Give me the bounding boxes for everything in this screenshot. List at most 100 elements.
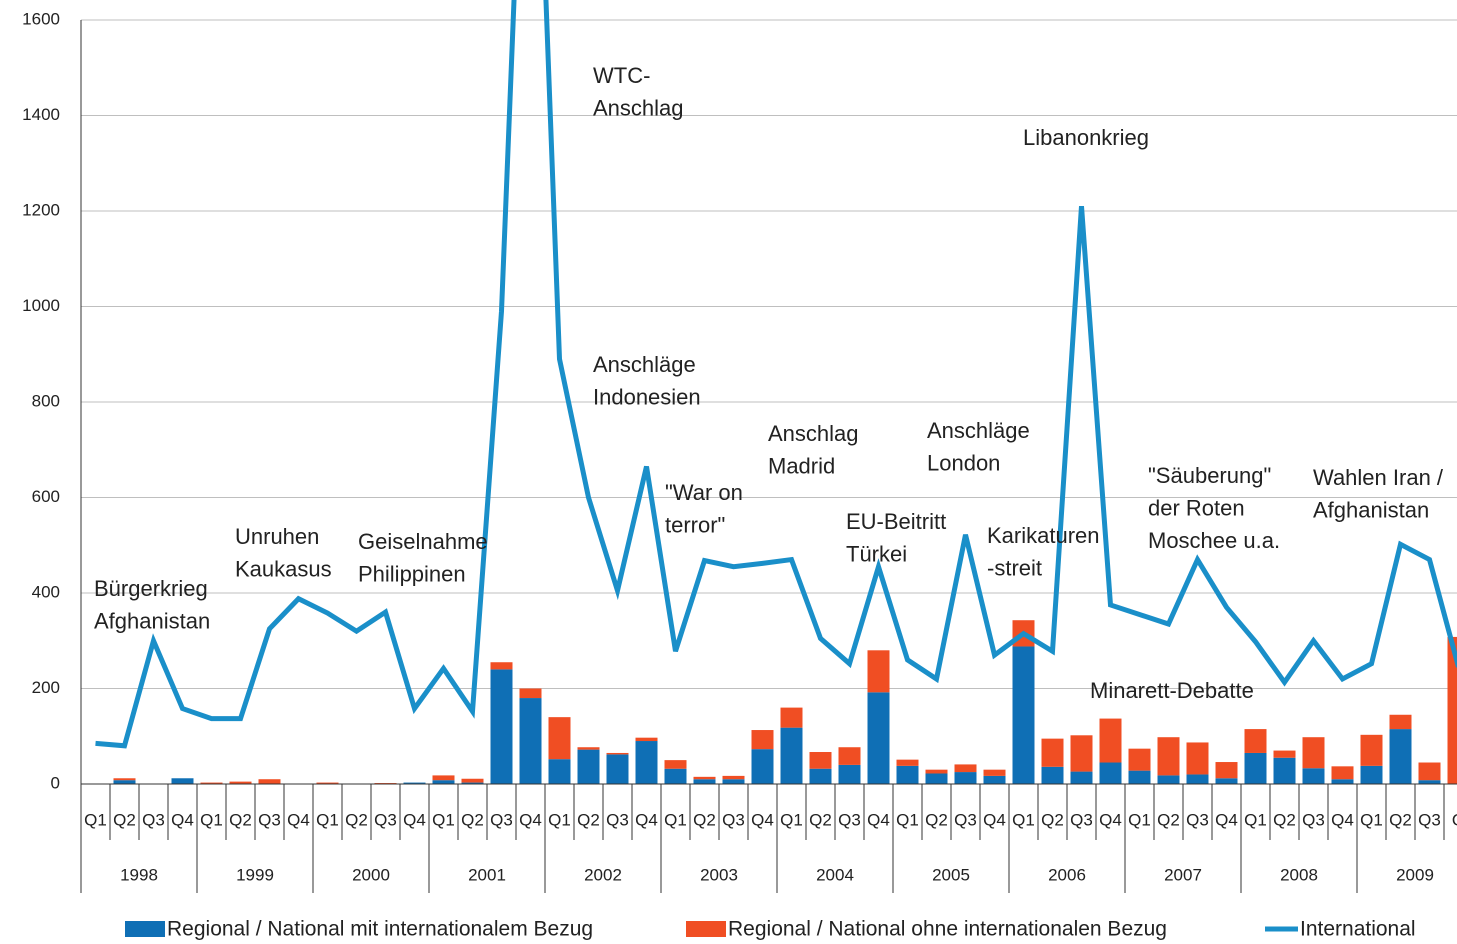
bar bbox=[635, 741, 658, 784]
annotation: Geiselnahme bbox=[358, 529, 488, 554]
bar bbox=[1099, 762, 1122, 784]
annotation: Afghanistan bbox=[94, 608, 210, 633]
annotation: Moschee u.a. bbox=[1148, 528, 1280, 553]
x-tick-label: Q1 bbox=[432, 810, 455, 829]
bar bbox=[1244, 729, 1267, 753]
bar bbox=[722, 779, 745, 784]
x-tick-label: Q3 bbox=[1070, 810, 1093, 829]
bar bbox=[1331, 766, 1354, 780]
bar bbox=[867, 650, 890, 693]
bar bbox=[1070, 735, 1093, 772]
annotation: Minarett-Debatte bbox=[1090, 678, 1254, 703]
year-label: 1998 bbox=[120, 865, 158, 884]
year-label: 2004 bbox=[816, 865, 854, 884]
x-tick-label: Q1 bbox=[200, 810, 223, 829]
bar bbox=[954, 772, 977, 784]
bar bbox=[664, 760, 687, 769]
bar bbox=[258, 779, 281, 784]
bar bbox=[1186, 774, 1209, 784]
x-tick-label: Q3 bbox=[1302, 810, 1325, 829]
y-tick-label: 1000 bbox=[22, 296, 60, 315]
x-tick-label: Q3 bbox=[1186, 810, 1209, 829]
bar bbox=[838, 764, 861, 784]
bar bbox=[693, 779, 716, 784]
x-tick-label: Q1 bbox=[1244, 810, 1267, 829]
bar bbox=[1389, 714, 1412, 730]
bar bbox=[171, 778, 194, 784]
annotation: Wahlen Iran / bbox=[1313, 465, 1444, 490]
year-label: 2001 bbox=[468, 865, 506, 884]
y-tick-label: 400 bbox=[32, 582, 60, 601]
annotation: -streit bbox=[987, 555, 1042, 580]
bar bbox=[1418, 780, 1441, 784]
bar bbox=[635, 737, 658, 742]
bar bbox=[1447, 636, 1457, 784]
bar bbox=[1041, 738, 1064, 767]
bar bbox=[316, 782, 339, 784]
bar bbox=[432, 775, 455, 781]
bar bbox=[1273, 757, 1296, 784]
x-tick-label: Q2 bbox=[1273, 810, 1296, 829]
x-tick-label: Q4 bbox=[867, 810, 890, 829]
year-label: 2006 bbox=[1048, 865, 1086, 884]
bar bbox=[1302, 737, 1325, 769]
bar bbox=[751, 730, 774, 750]
bar bbox=[1360, 734, 1383, 766]
y-tick-label: 1600 bbox=[22, 9, 60, 28]
bar bbox=[461, 782, 484, 784]
bar bbox=[751, 749, 774, 784]
x-tick-label: Q2 bbox=[925, 810, 948, 829]
bar bbox=[983, 775, 1006, 784]
bar bbox=[1331, 779, 1354, 784]
x-tick-label: Q1 bbox=[896, 810, 919, 829]
x-tick-label: Q4 bbox=[1331, 810, 1354, 829]
x-tick-label: Q bbox=[1452, 810, 1457, 829]
bar bbox=[548, 759, 571, 784]
bar bbox=[1273, 750, 1296, 758]
year-label: 2002 bbox=[584, 865, 622, 884]
bar bbox=[432, 780, 455, 784]
bar bbox=[519, 698, 542, 784]
bar bbox=[229, 781, 252, 784]
x-tick-label: Q1 bbox=[1012, 810, 1035, 829]
x-tick-label: Q2 bbox=[1389, 810, 1412, 829]
annotation: Afghanistan bbox=[1313, 497, 1429, 522]
x-tick-label: Q2 bbox=[809, 810, 832, 829]
annotation: terror" bbox=[665, 512, 725, 537]
annotation: Anschlag bbox=[593, 95, 684, 120]
legend-label: Regional / National mit internationalem … bbox=[167, 918, 593, 941]
x-tick-label: Q4 bbox=[1099, 810, 1122, 829]
y-tick-label: 200 bbox=[32, 678, 60, 697]
annotation: WTC- bbox=[593, 63, 650, 88]
bar bbox=[490, 669, 513, 784]
x-tick-label: Q4 bbox=[403, 810, 426, 829]
x-tick-label: Q1 bbox=[84, 810, 107, 829]
x-tick-label: Q3 bbox=[258, 810, 281, 829]
bar bbox=[896, 765, 919, 784]
bar bbox=[1215, 762, 1238, 779]
y-tick-label: 600 bbox=[32, 487, 60, 506]
bar bbox=[606, 754, 629, 784]
bar bbox=[113, 778, 136, 781]
year-label: 1999 bbox=[236, 865, 274, 884]
x-tick-label: Q1 bbox=[664, 810, 687, 829]
x-tick-label: Q4 bbox=[171, 810, 194, 829]
x-tick-label: Q2 bbox=[229, 810, 252, 829]
bar bbox=[867, 692, 890, 784]
annotation: Unruhen bbox=[235, 524, 319, 549]
x-tick-label: Q3 bbox=[1418, 810, 1441, 829]
bar bbox=[606, 752, 629, 755]
x-tick-label: Q4 bbox=[519, 810, 542, 829]
bar bbox=[925, 769, 948, 774]
year-label: 2005 bbox=[932, 865, 970, 884]
bar bbox=[577, 749, 600, 784]
x-tick-label: Q4 bbox=[635, 810, 658, 829]
bar bbox=[113, 780, 136, 784]
year-label: 2000 bbox=[352, 865, 390, 884]
bar bbox=[664, 768, 687, 784]
x-tick-label: Q1 bbox=[780, 810, 803, 829]
y-tick-label: 800 bbox=[32, 391, 60, 410]
bar bbox=[1128, 748, 1151, 771]
plot-area bbox=[95, 0, 1457, 784]
